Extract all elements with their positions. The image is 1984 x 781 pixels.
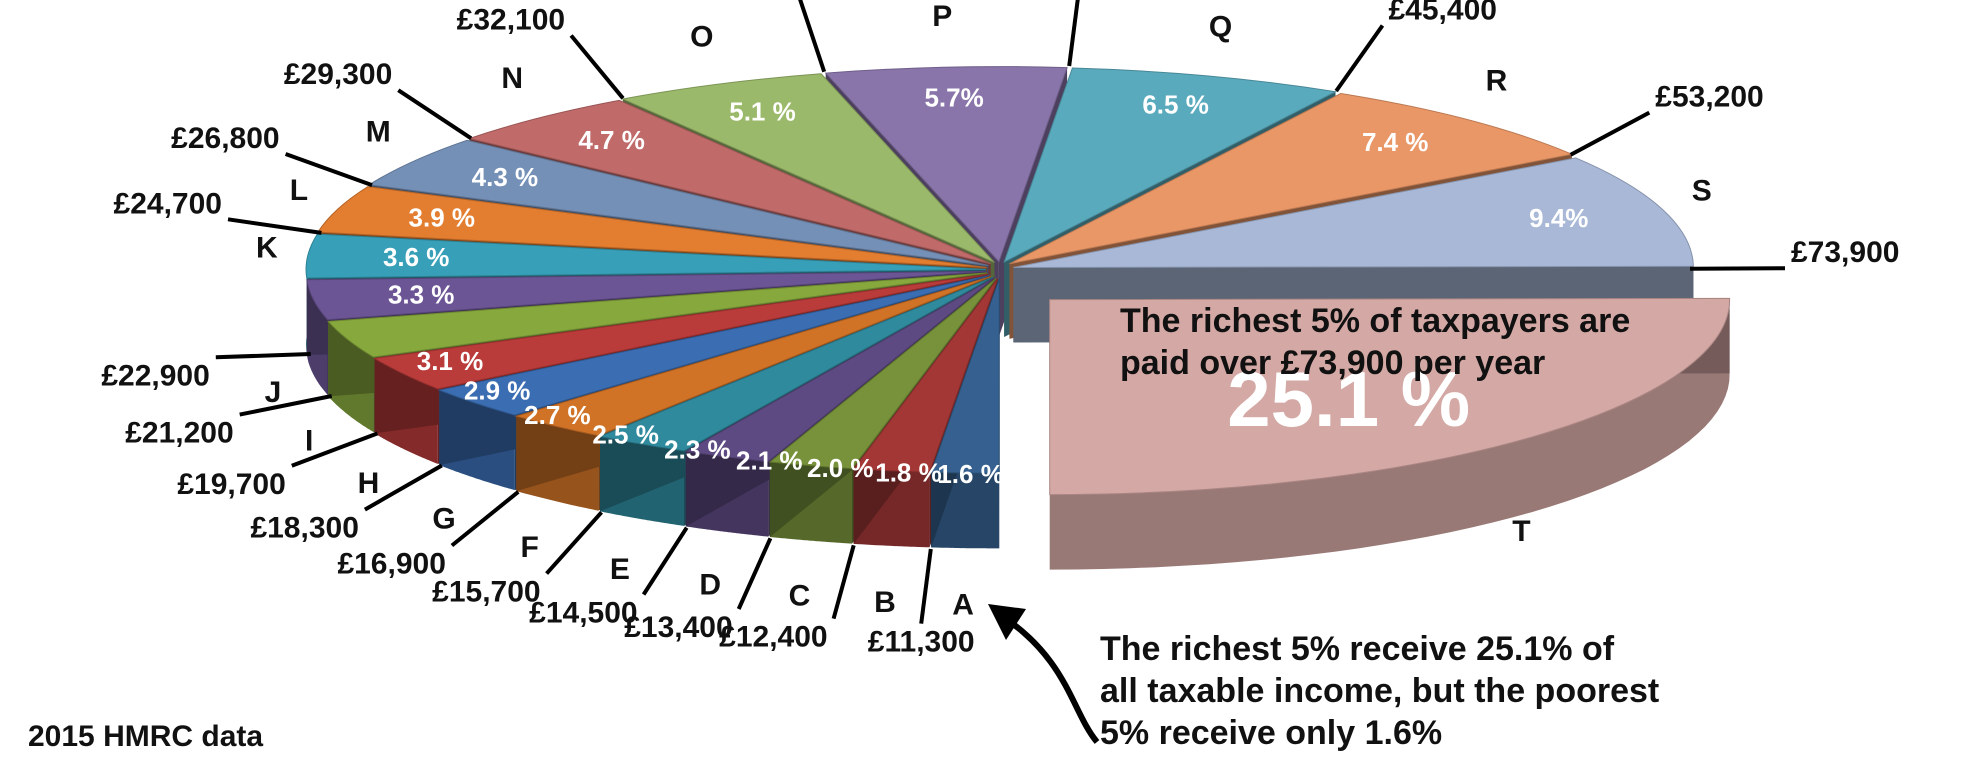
threshold-label: £16,900 xyxy=(337,490,520,581)
threshold-label: £73,900 xyxy=(1689,236,1899,271)
threshold-label: £53,200 xyxy=(1569,81,1764,157)
threshold-label: £11,300 xyxy=(868,548,975,659)
threshold-label: £12,400 xyxy=(719,544,856,654)
pct-label-r: 7.4 % xyxy=(1362,127,1429,157)
svg-text:£12,400: £12,400 xyxy=(719,621,827,654)
svg-text:£53,200: £53,200 xyxy=(1655,81,1763,114)
letter-label-c: C xyxy=(789,580,811,613)
svg-text:£22,900: £22,900 xyxy=(101,359,209,392)
threshold-label: £15,700 xyxy=(432,510,603,609)
letter-label-d: D xyxy=(699,569,721,602)
letter-label-q: Q xyxy=(1209,11,1232,44)
group-letter-labels: P Q O N R M L S K JI H G T F E D C B A xyxy=(256,0,1712,622)
svg-text:£11,300: £11,300 xyxy=(868,626,975,659)
letter-label-f: F xyxy=(521,531,539,564)
pct-label-i: 3.1 % xyxy=(417,346,484,376)
pct-label-f: 2.5 % xyxy=(592,420,659,450)
pct-label-l: 3.9 % xyxy=(409,202,476,232)
pct-label-g: 2.7 % xyxy=(524,400,591,430)
svg-text:£18,300: £18,300 xyxy=(250,512,358,545)
letter-label-o: O xyxy=(690,21,713,54)
data-source-label: 2015 HMRC data xyxy=(28,720,264,753)
letter-label-j: J xyxy=(265,376,282,409)
comparison-arrow xyxy=(988,604,1100,744)
letter-label-t: T xyxy=(1512,515,1530,548)
svg-text:£19,700: £19,700 xyxy=(177,468,285,501)
pct-label-m: 4.3 % xyxy=(472,162,539,192)
svg-text:£14,500: £14,500 xyxy=(529,597,637,630)
threshold-label: £29,300 xyxy=(284,58,473,140)
letter-label-g: G xyxy=(432,503,455,536)
pct-label-t: 25.1 % xyxy=(1227,355,1470,443)
letter-label-k: K xyxy=(256,232,278,265)
income-share-comparison-note: The richest 5% receive 25.1% of all taxa… xyxy=(1100,630,1660,752)
threshold-label: £18,300 xyxy=(250,463,443,545)
pct-label-a: 1.6 % xyxy=(937,459,1004,489)
svg-text:£24,700: £24,700 xyxy=(114,187,222,220)
svg-text:£73,900: £73,900 xyxy=(1791,236,1899,269)
pct-label-e: 2.3 % xyxy=(664,435,731,465)
pct-label-h: 2.9 % xyxy=(464,375,531,405)
threshold-label: £22,900 xyxy=(101,352,311,392)
pct-label-p: 5.7% xyxy=(924,82,983,112)
letter-label-h: H xyxy=(358,467,380,500)
letter-label-m: M xyxy=(366,116,391,149)
svg-text:£29,300: £29,300 xyxy=(284,58,392,91)
threshold-label: £26,800 xyxy=(171,122,373,187)
threshold-label: £45,400 xyxy=(1334,0,1497,93)
pct-label-o: 5.1 % xyxy=(729,97,796,127)
letter-label-l: L xyxy=(290,174,308,207)
threshold-label: £19,700 xyxy=(177,431,379,501)
letter-label-i: I xyxy=(305,424,313,457)
pie-slice-a xyxy=(930,278,1000,549)
pct-label-d: 2.1 % xyxy=(736,446,803,476)
threshold-label: £39,700 xyxy=(1067,0,1080,67)
svg-text:£13,400: £13,400 xyxy=(624,611,732,644)
letter-label-s: S xyxy=(1692,175,1712,208)
threshold-label: £21,200 xyxy=(125,394,333,450)
pct-label-c: 2.0 % xyxy=(807,453,874,483)
letter-label-n: N xyxy=(501,62,523,95)
income-threshold-labels: £11,300 £12,400£13,400£14,500£15,700£16,9… xyxy=(101,0,1899,659)
pct-label-j: 3.3 % xyxy=(388,279,455,309)
threshold-label: £32,100 xyxy=(457,4,625,100)
letter-label-a: A xyxy=(952,589,974,622)
svg-text:£16,900: £16,900 xyxy=(337,548,445,581)
pct-label-q: 6.5 % xyxy=(1142,90,1209,120)
svg-text:£21,200: £21,200 xyxy=(125,417,233,450)
threshold-label: £13,400 xyxy=(624,537,773,644)
pct-label-b: 1.8 % xyxy=(875,457,942,487)
richest-taxpayers-note: The richest 5% of taxpayers are paid ove… xyxy=(1120,302,1631,382)
letter-label-b: B xyxy=(874,586,896,619)
svg-text:£15,700: £15,700 xyxy=(432,576,540,609)
pct-label-k: 3.6 % xyxy=(383,242,450,272)
pie-slice-t xyxy=(1049,297,1731,570)
svg-text:£45,400: £45,400 xyxy=(1389,0,1497,27)
pct-label-n: 4.7 % xyxy=(578,125,645,155)
pie-slices xyxy=(305,66,1731,570)
letter-label-r: R xyxy=(1486,65,1508,98)
pct-label-s: 9.4% xyxy=(1529,203,1588,233)
percentage-labels: 5.7% 6.5 % 5.1 % 4.7 % 7.4 % 4.3 % 3.9 % 9.4% 3.… xyxy=(383,82,1588,489)
threshold-label: £24,700 xyxy=(114,187,322,235)
letter-label-e: E xyxy=(610,553,630,586)
svg-text:£26,800: £26,800 xyxy=(171,122,279,155)
threshold-label: £14,500 xyxy=(529,526,689,630)
threshold-label: £35,500 xyxy=(686,0,827,73)
svg-text:£32,100: £32,100 xyxy=(457,4,565,37)
letter-label-p: P xyxy=(932,0,952,33)
